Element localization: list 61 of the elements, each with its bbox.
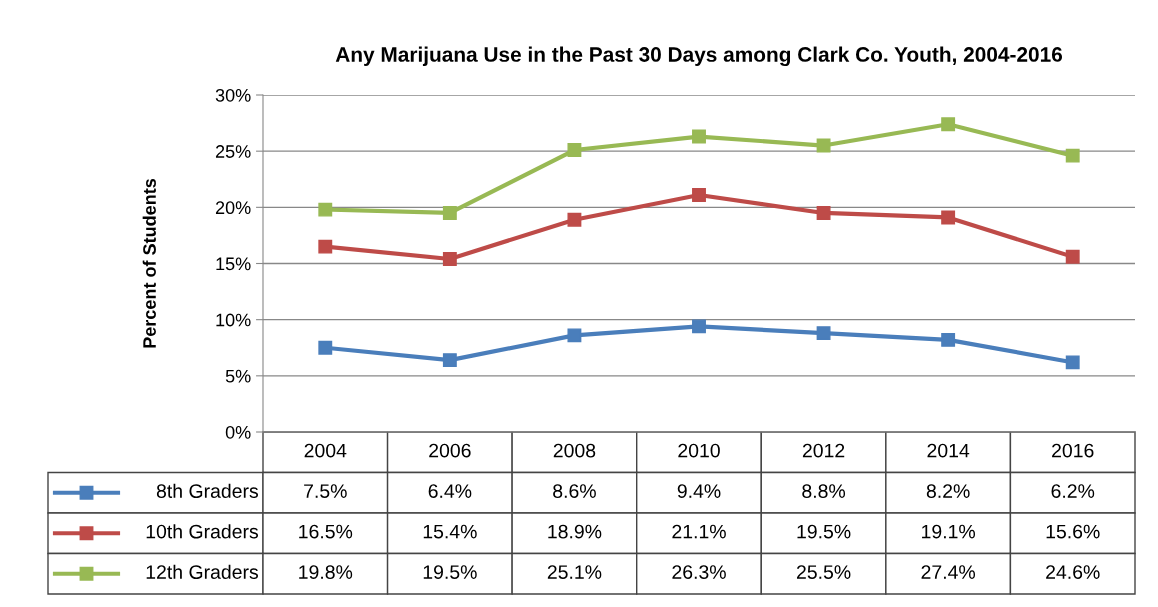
point [318, 202, 333, 217]
data-label: 21.1% [672, 524, 726, 539]
chart-title: Any Marijuana Use in the Past 30 Days among Clark Co. Youth, 2004-2016 [335, 46, 1063, 67]
point [692, 129, 706, 144]
data-label: 16.5% [299, 524, 353, 539]
point [442, 252, 457, 266]
legend-label: 12th Graders [146, 564, 259, 579]
x-tick-label: 2012 [802, 443, 845, 458]
data-label: 19.8% [299, 565, 353, 579]
point [567, 143, 582, 157]
point [442, 206, 457, 220]
data-label: 25.5% [796, 565, 851, 579]
point [1065, 148, 1080, 163]
data-label: 25.1% [547, 565, 602, 579]
point [442, 353, 457, 368]
y-tick-label: 10% [216, 313, 251, 327]
data-label: 9.4% [677, 484, 721, 498]
data-label: 18.9% [548, 524, 602, 539]
point [567, 212, 582, 227]
x-tick-label: 2010 [678, 443, 720, 458]
data-label: 6.4% [428, 484, 472, 498]
x-tick-label: 2006 [429, 443, 471, 458]
x-tick-label: 2016 [1052, 443, 1094, 458]
point [567, 328, 582, 343]
point [816, 138, 831, 153]
data-label: 6.2% [1051, 484, 1095, 498]
point [941, 332, 956, 347]
data-label: 8.6% [553, 484, 596, 498]
y-tick-label: 30% [215, 88, 251, 102]
legend-label: 8th Graders [156, 483, 259, 498]
data-label: 19.1% [922, 524, 976, 539]
data-label: 8.2% [926, 484, 970, 498]
point [941, 210, 956, 225]
x-tick-label: 2008 [553, 443, 596, 458]
y-axis-title: Percent of Students [142, 178, 156, 348]
data-label: 27.4% [921, 565, 976, 579]
data-label: 24.6% [1046, 565, 1100, 579]
point [318, 239, 333, 254]
point [1065, 249, 1080, 264]
data-label: 8.8% [802, 484, 846, 498]
point [816, 326, 831, 341]
point [816, 206, 831, 220]
y-tick-label: 0% [225, 425, 251, 439]
data-label: 7.5% [304, 484, 347, 498]
x-tick-label: 2004 [304, 443, 347, 458]
x-tick-label: 2014 [927, 443, 970, 458]
point [692, 188, 706, 202]
point [941, 117, 956, 132]
legend-label: 10th Graders [146, 524, 259, 539]
y-tick-label: 5% [225, 369, 251, 383]
y-tick-label: 15% [216, 257, 251, 271]
y-tick-label: 25% [215, 145, 251, 158]
data-label: 19.5% [423, 565, 477, 579]
y-tick-label: 20% [215, 201, 251, 215]
point [692, 319, 706, 334]
data-label: 19.5% [797, 524, 851, 539]
point [318, 340, 333, 355]
data-label: 26.3% [672, 565, 726, 579]
data-label: 15.4% [423, 524, 477, 539]
data-label: 15.6% [1046, 524, 1100, 539]
point [1065, 355, 1080, 370]
